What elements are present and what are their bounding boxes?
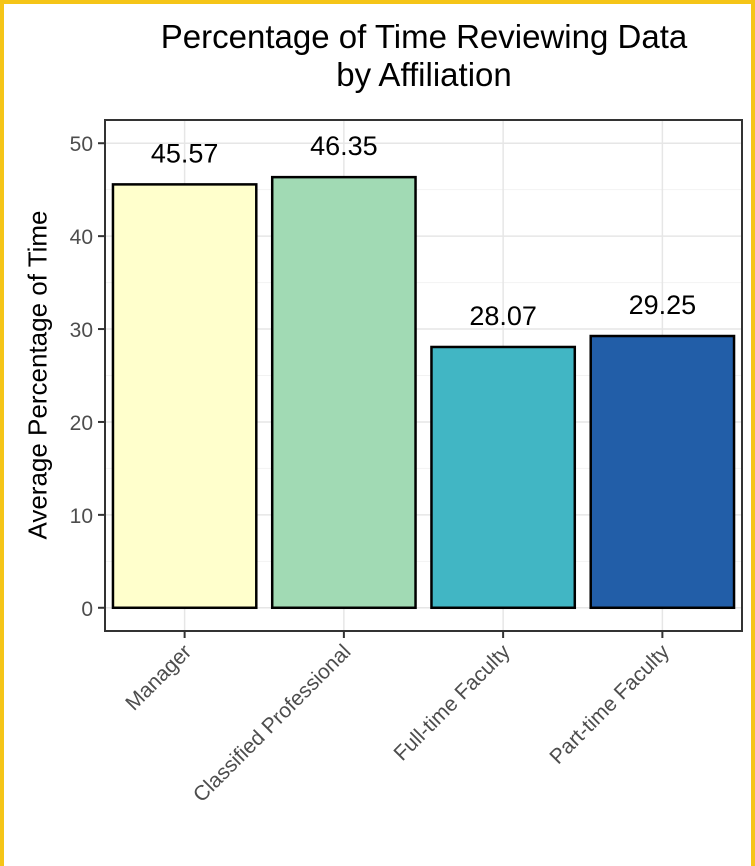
y-tick-label: 10 (70, 505, 93, 528)
bar-value-label: 29.25 (629, 290, 697, 320)
y-tick-label: 0 (81, 598, 93, 621)
x-tick-label: Classified Professional (189, 640, 355, 806)
y-tick-label: 50 (70, 133, 93, 156)
y-tick-label: 20 (70, 412, 93, 435)
y-tick-label: 30 (70, 319, 93, 342)
bar (430, 345, 577, 610)
bar (589, 334, 736, 610)
y-tick-label: 40 (70, 226, 93, 249)
x-tick-label: Part-time Faculty (545, 640, 674, 769)
bar-value-label: 28.07 (469, 301, 537, 331)
x-tick-label: Full-time Faculty (389, 640, 515, 766)
bar (270, 175, 417, 610)
chart-title-line-1: Percentage of Time Reviewing Data (160, 18, 688, 55)
chart-title-line-2: by Affiliation (336, 56, 512, 93)
chart-title: Percentage of Time Reviewing Data by Aff… (105, 18, 743, 94)
x-tick-label: Manager (121, 640, 196, 715)
bar-value-label: 46.35 (310, 131, 378, 161)
panel-border (104, 119, 743, 632)
bar (111, 183, 258, 610)
bar-value-label: 45.57 (151, 138, 219, 168)
